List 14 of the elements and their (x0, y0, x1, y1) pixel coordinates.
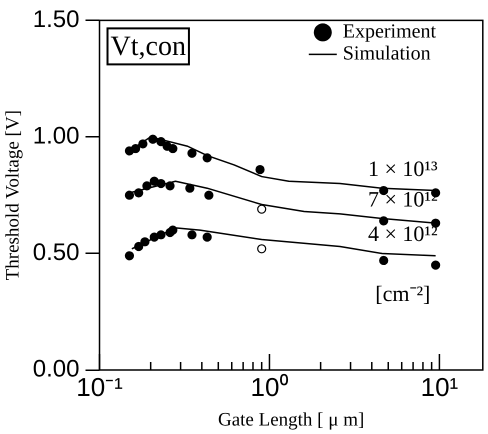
y-tick-label: 1.50 (32, 6, 80, 34)
annotation: Vt,con (110, 30, 186, 62)
annotation: 1 × 10¹³ (368, 156, 438, 181)
y-tick-label: 0.00 (32, 356, 80, 383)
y-tick-label: 1.00 (32, 122, 80, 150)
annotation: 4 × 10¹² (368, 221, 438, 246)
x-tick-label: 10⁰ (250, 372, 288, 402)
y-axis-title: Threshold Voltage [V] (2, 110, 24, 280)
x-axis-title: Gate Length [ μ m] (218, 410, 364, 431)
legend-label: Simulation (342, 42, 431, 65)
y-tick-label: 0.50 (32, 239, 80, 266)
legend-label: Experiment (342, 20, 437, 43)
annotation: [cm⁻²] (375, 281, 430, 306)
x-tick-label: 10¹ (420, 372, 459, 402)
